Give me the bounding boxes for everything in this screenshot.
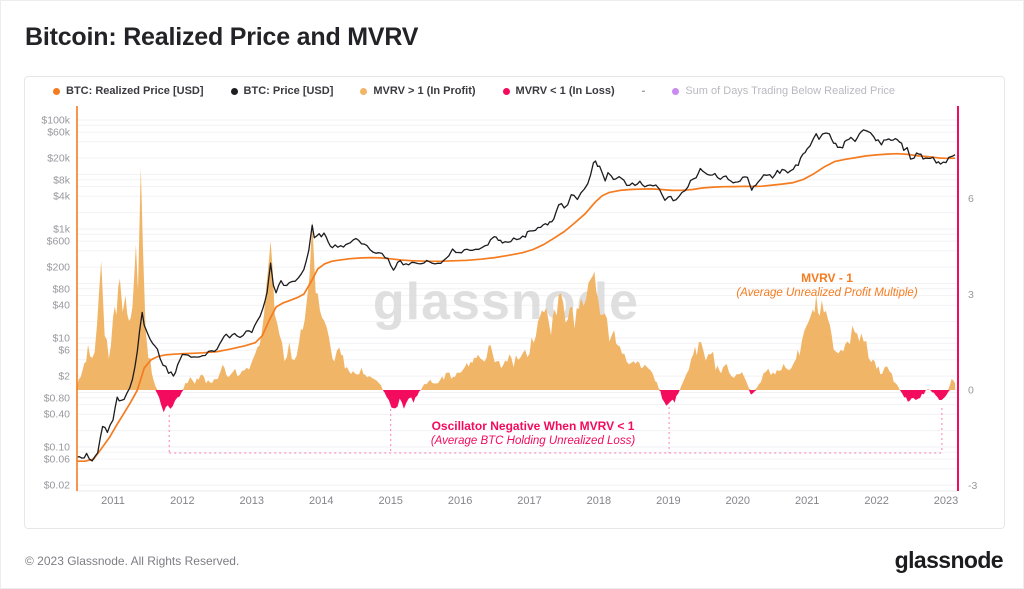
page-title: Bitcoin: Realized Price and MVRV (25, 23, 419, 51)
svg-text:2020: 2020 (726, 495, 750, 507)
svg-text:2022: 2022 (864, 495, 888, 507)
svg-text:$0.10: $0.10 (44, 442, 70, 454)
svg-text:2021: 2021 (795, 495, 819, 507)
svg-text:2017: 2017 (517, 495, 541, 507)
svg-text:2018: 2018 (587, 495, 611, 507)
realized-price-line (76, 152, 956, 463)
svg-text:$2: $2 (58, 371, 70, 383)
legend-item-mvrv-profit[interactable]: MVRV > 1 (In Profit) (360, 85, 476, 97)
footer-copyright: © 2023 Glassnode. All Rights Reserved. (25, 554, 240, 568)
legend-item-label: Sum of Days Trading Below Realized Price (685, 85, 896, 97)
svg-text:$80: $80 (52, 283, 70, 295)
series-dot-icon (230, 87, 238, 95)
svg-text:0: 0 (968, 385, 974, 397)
legend-item-label: - (641, 85, 646, 97)
svg-text:2011: 2011 (101, 495, 125, 507)
svg-text:(Average Unrealized Profit Mul: (Average Unrealized Profit Multiple) (736, 287, 917, 299)
svg-text:(Average BTC Holding Unrealize: (Average BTC Holding Unrealized Loss) (431, 435, 635, 447)
svg-text:$4k: $4k (53, 191, 71, 203)
svg-text:$20k: $20k (47, 153, 71, 165)
glassnode-logo[interactable]: glassnode (894, 547, 1004, 573)
chart-legend: BTC: Realized Price [USD] BTC: Price [US… (53, 85, 895, 97)
svg-text:2014: 2014 (309, 495, 333, 507)
svg-text:2019: 2019 (656, 495, 680, 507)
svg-text:$60k: $60k (47, 127, 71, 139)
svg-text:3: 3 (968, 289, 974, 301)
svg-text:Oscillator Negative When MVRV: Oscillator Negative When MVRV < 1 (432, 419, 635, 433)
btc-price-line (76, 129, 956, 462)
svg-text:$0.06: $0.06 (44, 454, 70, 466)
legend-item-price[interactable]: BTC: Price [USD] (230, 85, 334, 97)
svg-text:$10: $10 (52, 333, 70, 345)
x-axis: 2011 2012 2013 2014 2015 2016 2017 2018 2019 2020… (101, 495, 958, 507)
mvrv-annotation: MVRV - 1 (Average Unrealized Profit Multi… (736, 271, 917, 299)
oscillator-annotation: Oscillator Negative When MVRV < 1 (Averag… (431, 419, 635, 447)
series-dot-icon (360, 87, 368, 95)
annotation-bracket (168, 407, 943, 454)
legend-item-label: BTC: Realized Price [USD] (66, 85, 204, 97)
svg-text:$100k: $100k (41, 115, 70, 127)
series-dot-icon (502, 87, 510, 95)
svg-text:$0.40: $0.40 (44, 409, 70, 421)
legend-item-realized-price[interactable]: BTC: Realized Price [USD] (53, 85, 204, 97)
svg-text:$6: $6 (58, 345, 70, 357)
svg-text:-3: -3 (968, 480, 977, 492)
legend-item-label: MVRV > 1 (In Profit) (373, 85, 476, 97)
series-dot-icon (672, 87, 680, 95)
svg-text:2012: 2012 (170, 495, 194, 507)
right-axis: 6 3 0 -3 (957, 106, 977, 492)
legend-item-mvrv-loss[interactable]: MVRV < 1 (In Loss) (502, 85, 615, 97)
mvrv-oscillator-area (76, 167, 956, 413)
svg-text:$0.80: $0.80 (44, 392, 70, 404)
legend-item-days-below-realized[interactable]: Sum of Days Trading Below Realized Price (672, 85, 895, 97)
svg-text:$200: $200 (47, 262, 71, 274)
left-axis: $100k$60k$20k$8k$4k$1k$600$200$80$40$10$… (41, 106, 78, 492)
svg-text:MVRV - 1: MVRV - 1 (801, 271, 853, 285)
legend-item-label: MVRV < 1 (In Loss) (515, 85, 615, 97)
series-dot-icon (53, 87, 60, 95)
svg-text:6: 6 (968, 193, 974, 205)
svg-text:$1k: $1k (53, 224, 71, 236)
svg-text:$40: $40 (52, 300, 70, 312)
legend-separator: - (642, 85, 646, 97)
svg-text:2016: 2016 (448, 495, 472, 507)
svg-text:2023: 2023 (934, 495, 958, 507)
legend-item-label: BTC: Price [USD] (243, 85, 334, 97)
svg-text:2015: 2015 (378, 495, 402, 507)
svg-text:$600: $600 (47, 236, 71, 248)
svg-text:2013: 2013 (240, 495, 264, 507)
svg-text:$8k: $8k (53, 174, 71, 186)
svg-text:$0.02: $0.02 (44, 480, 70, 492)
